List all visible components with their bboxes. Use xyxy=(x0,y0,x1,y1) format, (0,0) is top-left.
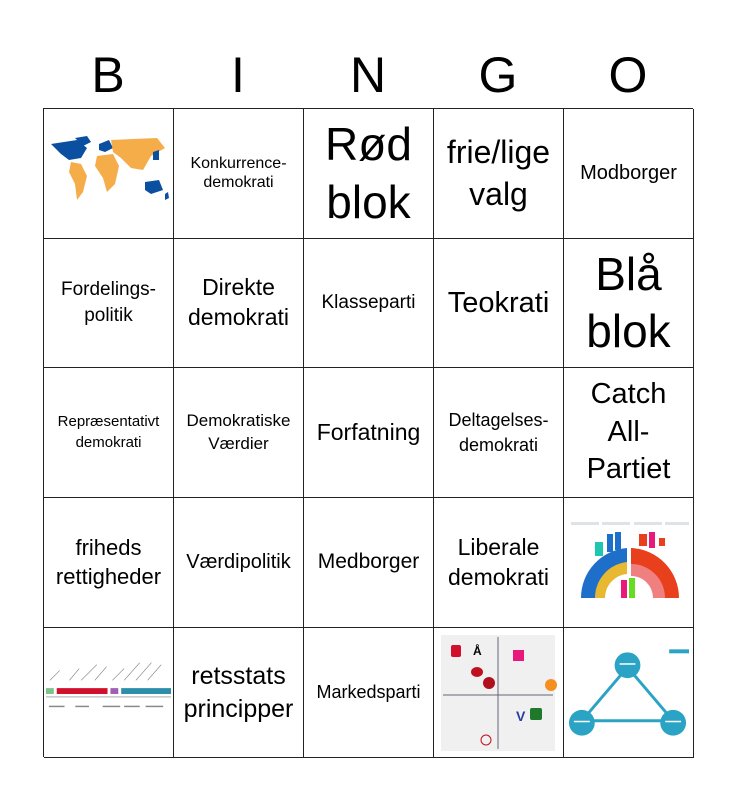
bingo-cell[interactable]: Catch All- Partiet xyxy=(564,368,694,498)
cell-text: Markedsparti xyxy=(316,681,421,702)
bingo-cell[interactable]: friheds rettigheder xyxy=(44,498,174,628)
cell-text: Medborger xyxy=(317,550,420,574)
bingo-header: B I N G O xyxy=(43,44,693,106)
power-separation-triangle-image xyxy=(568,648,690,736)
cell-text: Klasseparti xyxy=(321,291,416,313)
svg-text:V: V xyxy=(516,708,526,724)
bingo-cell[interactable]: Deltagelses- demokrati xyxy=(434,368,564,498)
political-timeline-image xyxy=(46,662,171,707)
bingo-cell[interactable]: Markedsparti xyxy=(304,628,434,758)
bingo-cell[interactable]: Klasseparti xyxy=(304,239,434,368)
cell-text: retsstats principper xyxy=(183,662,294,723)
bingo-cell[interactable] xyxy=(564,628,694,758)
cell-text: Repræsentativt demokrati xyxy=(57,413,160,451)
bingo-cell[interactable] xyxy=(564,498,694,628)
cell-text: Teokrati xyxy=(447,286,550,319)
bingo-cell[interactable]: Å V xyxy=(434,628,564,758)
bingo-cell[interactable]: Forfatning xyxy=(304,368,434,498)
cell-text: Liberale demokrati xyxy=(448,533,549,590)
cell-text: Deltagelses- demokrati xyxy=(448,410,549,455)
header-letter: N xyxy=(349,47,387,103)
header-letter: G xyxy=(478,47,518,103)
bingo-cell[interactable]: Konkurrence- demokrati xyxy=(174,109,304,239)
bingo-cell[interactable]: retsstats principper xyxy=(174,628,304,758)
cell-text: Konkurrence- demokrati xyxy=(190,154,287,191)
bingo-cell[interactable] xyxy=(44,109,174,239)
bingo-cell[interactable]: Modborger xyxy=(564,109,694,239)
cell-text: Rød blok xyxy=(325,118,412,228)
bingo-grid: Konkurrence- demokrati Rød blok frie/lig… xyxy=(43,108,694,758)
bingo-cell[interactable]: Liberale demokrati xyxy=(434,498,564,628)
bingo-cell[interactable]: frie/lige valg xyxy=(434,109,564,239)
header-letter: O xyxy=(608,47,648,103)
cell-text: friheds rettigheder xyxy=(55,534,162,589)
bingo-cell[interactable]: Værdipolitik xyxy=(174,498,304,628)
bingo-cell[interactable]: Teokrati xyxy=(434,239,564,368)
header-letter: I xyxy=(231,47,245,103)
bingo-cell[interactable]: Fordelings- politik xyxy=(44,239,174,368)
svg-text:Å: Å xyxy=(473,643,482,658)
bingo-cell[interactable]: Repræsentativt demokrati xyxy=(44,368,174,498)
cell-text: Direkte demokrati xyxy=(188,274,289,330)
cell-text: frie/lige valg xyxy=(446,133,551,212)
bingo-cell[interactable]: Rød blok xyxy=(304,109,434,239)
parliament-seats-chart-image xyxy=(570,521,689,598)
bingo-cell[interactable]: Direkte demokrati xyxy=(174,239,304,368)
bingo-cell[interactable]: Blå blok xyxy=(564,239,694,368)
cell-text: Catch All- Partiet xyxy=(586,377,671,486)
party-positions-quadrant-image: Å V xyxy=(440,634,557,751)
cell-text: Demokratiske Værdier xyxy=(186,410,291,453)
world-map-image xyxy=(50,135,169,200)
cell-text: Forfatning xyxy=(316,418,421,445)
cell-text: Fordelings- politik xyxy=(60,279,157,326)
cell-text: Modborger xyxy=(580,161,677,184)
bingo-cell[interactable]: Medborger xyxy=(304,498,434,628)
bingo-cell[interactable]: Demokratiske Værdier xyxy=(174,368,304,498)
cell-text: Værdipolitik xyxy=(186,550,291,573)
bingo-cell[interactable] xyxy=(44,628,174,758)
header-letter: B xyxy=(91,47,125,103)
cell-text: Blå blok xyxy=(586,247,671,358)
